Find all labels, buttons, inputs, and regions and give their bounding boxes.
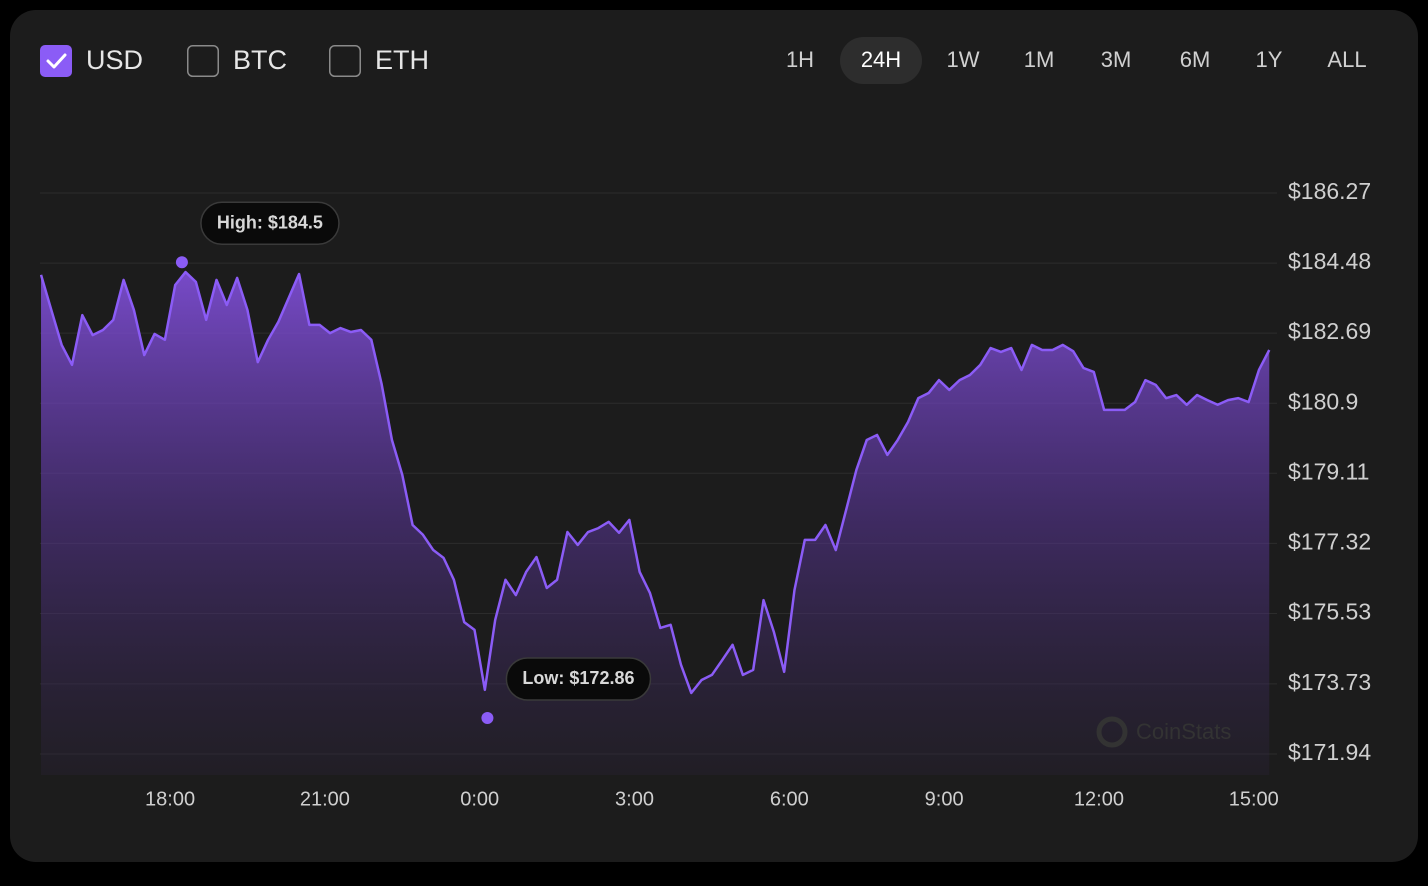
price-line (40, 270, 1271, 695)
x-tick-label: 6:00 (770, 788, 809, 810)
currency-label: USD (86, 45, 143, 75)
currency-toggle[interactable]: BTC (187, 45, 287, 77)
x-tick-label: 18:00 (145, 788, 195, 810)
annotation-box (505, 657, 652, 701)
y-tick-label: $184.48 (1288, 248, 1371, 274)
range-button[interactable]: 1H (786, 47, 814, 72)
checkbox[interactable] (187, 45, 219, 77)
annotation-point (175, 256, 188, 269)
annotation: High: $184.5 (200, 201, 340, 246)
watermark: CoinStats (1096, 716, 1231, 748)
checkbox[interactable] (329, 45, 361, 77)
area-fill (41, 272, 1270, 775)
checkbox-checked[interactable] (40, 45, 72, 77)
range-selected-pill[interactable] (840, 37, 922, 84)
range-button[interactable]: 1Y (1256, 47, 1283, 72)
y-tick-label: $175.53 (1288, 599, 1371, 625)
currency-toggle[interactable]: ETH (329, 45, 429, 77)
y-tick-label: $177.32 (1288, 528, 1371, 554)
x-tick-label: 15:00 (1229, 788, 1279, 810)
range-button[interactable]: 6M (1180, 47, 1211, 72)
y-tick-label: $186.27 (1288, 178, 1371, 204)
range-button[interactable]: 24H (861, 47, 901, 72)
checkmark (46, 53, 67, 69)
range-button[interactable]: 1M (1024, 47, 1055, 72)
currency-label: ETH (375, 45, 429, 75)
watermark-text: CoinStats (1136, 719, 1231, 744)
currency-label: BTC (233, 45, 287, 75)
y-tick-label: $171.94 (1288, 739, 1371, 765)
x-tick-label: 3:00 (615, 788, 654, 810)
annotation-box (200, 201, 340, 246)
range-button[interactable]: 3M (1101, 47, 1132, 72)
annotation-label: High: $184.5 (217, 213, 323, 233)
y-tick-label: $182.69 (1288, 318, 1371, 344)
x-tick-label: 9:00 (925, 788, 964, 810)
y-tick-label: $180.9 (1288, 388, 1358, 414)
range-button[interactable]: ALL (1327, 47, 1366, 72)
x-tick-label: 12:00 (1074, 788, 1124, 810)
watermark-icon (1096, 716, 1128, 748)
x-tick-label: 21:00 (300, 788, 350, 810)
x-tick-label: 0:00 (460, 788, 499, 810)
annotation-label: Low: $172.86 (522, 668, 634, 688)
range-button[interactable]: 1W (947, 47, 980, 72)
annotation-point (481, 711, 494, 724)
y-tick-label: $173.73 (1288, 669, 1371, 695)
currency-toggle[interactable]: USD (40, 45, 143, 77)
y-tick-label: $179.11 (1288, 458, 1369, 484)
annotation: Low: $172.86 (505, 657, 652, 701)
